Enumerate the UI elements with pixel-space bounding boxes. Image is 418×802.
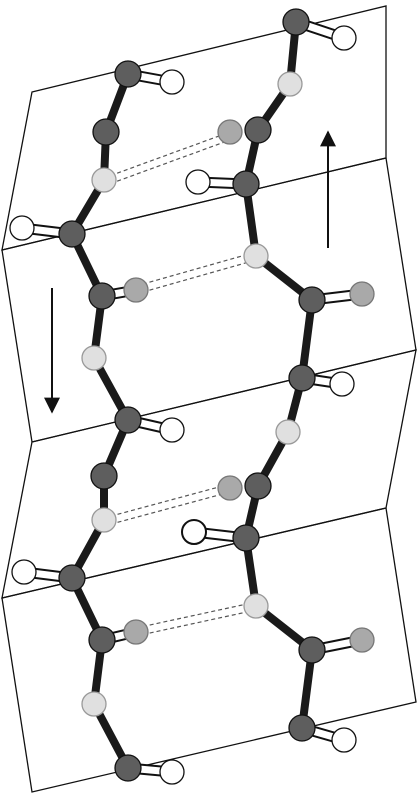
carbon-atom [298, 286, 326, 314]
hbond-1b [103, 139, 231, 187]
carbon-atom [58, 564, 86, 592]
carbon-atom [92, 118, 120, 146]
oxygen-atom [81, 691, 107, 717]
hydrogen-atom [329, 371, 355, 397]
hydrogen-atom [9, 215, 35, 241]
oxygen-atom [243, 243, 269, 269]
hydrogen-atom [331, 25, 357, 51]
carbon-atom [288, 364, 316, 392]
oxygen-atom [91, 507, 117, 533]
hydrogen-atom [181, 519, 207, 545]
nitrogen-atom [349, 281, 375, 307]
hbond-1a [103, 131, 231, 179]
oxygen-atom [277, 71, 303, 97]
hbond-4a [135, 601, 257, 629]
hbond-4b [135, 609, 257, 637]
hydrogen-bonds [103, 131, 257, 637]
nitrogen-atom [217, 119, 243, 145]
carbon-atom [88, 626, 116, 654]
hydrogen-atom [331, 727, 357, 753]
carbon-atom [298, 636, 326, 664]
oxygen-atom [243, 593, 269, 619]
carbon-atom [58, 220, 86, 248]
hydrogen-atom [159, 417, 185, 443]
oxygen-atom [275, 419, 301, 445]
atoms [9, 8, 375, 785]
hydrogen-atom [159, 759, 185, 785]
carbon-atom [114, 406, 142, 434]
hbond-2a [135, 251, 257, 287]
carbon-atom [282, 8, 310, 36]
carbon-atom [114, 754, 142, 782]
carbon-atom [114, 60, 142, 88]
oxygen-atom [91, 167, 117, 193]
carbon-atom [88, 282, 116, 310]
carbon-atom [244, 116, 272, 144]
carbon-atom [90, 462, 118, 490]
direction-arrows [44, 130, 336, 414]
hbond-3b [103, 491, 231, 527]
hbond-2b [135, 259, 257, 295]
carbon-atom [244, 472, 272, 500]
nitrogen-atom [349, 627, 375, 653]
nitrogen-atom [123, 277, 149, 303]
sheet-plane-4 [1, 507, 417, 793]
hbond-3a [103, 483, 231, 519]
nitrogen-atom [217, 475, 243, 501]
carbon-atom [288, 714, 316, 742]
oxygen-atom [81, 345, 107, 371]
hydrogen-atom [159, 69, 185, 95]
hydrogen-atom [185, 169, 211, 195]
sheet-planes [1, 5, 417, 793]
carbon-atom [232, 170, 260, 198]
carbon-atom [232, 524, 260, 552]
nitrogen-atom [123, 619, 149, 645]
hydrogen-atom [11, 559, 37, 585]
